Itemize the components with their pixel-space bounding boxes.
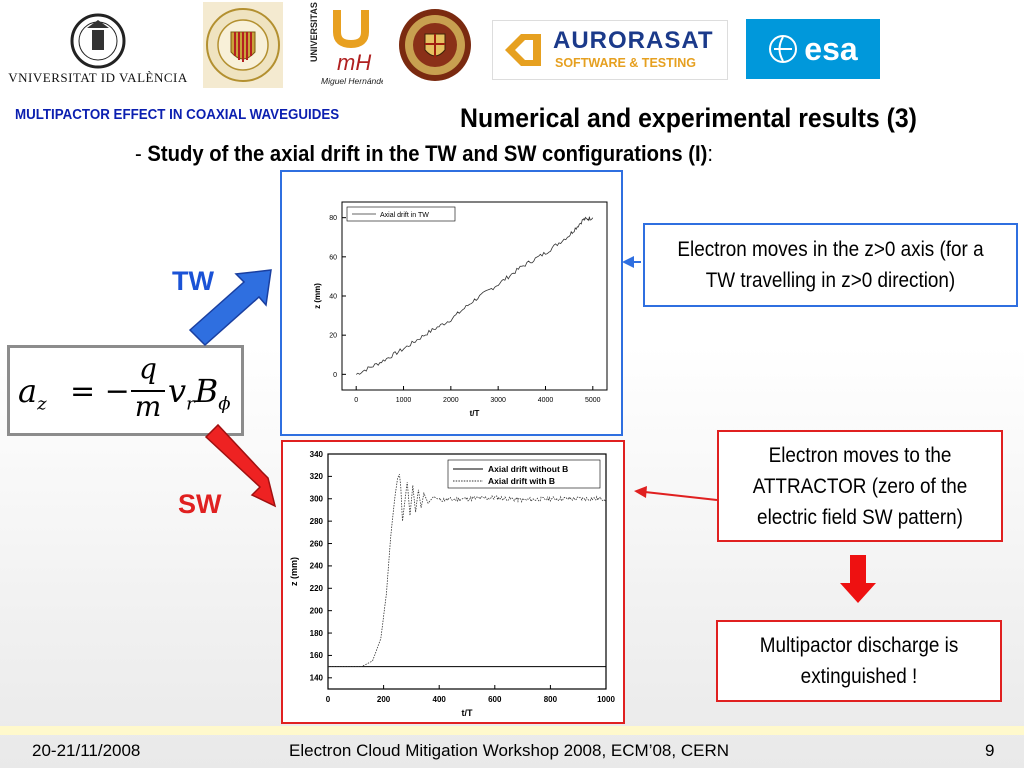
eq-fraction-bar	[131, 390, 165, 392]
x-tick-label: 3000	[490, 397, 506, 404]
y-tick-label: 200	[310, 606, 324, 615]
subtitle-dash: -	[135, 141, 148, 166]
logo-aurorasat: AURORASAT SOFTWARE & TESTING	[492, 20, 728, 80]
eq-rhs: vrBϕ	[168, 372, 231, 415]
x-tick-label: 1000	[597, 695, 615, 704]
tw-label: TW	[172, 266, 214, 296]
x-tick-label: 600	[488, 695, 502, 704]
y-tick-label: 160	[310, 651, 324, 660]
footer-event: Electron Cloud Mitigation Workshop 2008,…	[289, 741, 729, 760]
eq-lhs: az	[18, 372, 47, 415]
section-title: MULTIPACTOR EFFECT IN COAXIAL WAVEGUIDES	[15, 107, 340, 123]
umh-logo-icon: UNIVERSITAS mH Miguel Hernández	[309, 2, 383, 86]
seal-icon	[399, 9, 471, 81]
x-tick-label: 4000	[538, 397, 554, 404]
uv-seal-icon	[70, 13, 126, 69]
esa-name: esa	[804, 30, 858, 67]
x-tick-label: 0	[326, 695, 331, 704]
aurorasat-name: AURORASAT	[553, 27, 714, 54]
y-tick-label: 40	[329, 293, 337, 300]
svg-text:UNIVERSITAS: UNIVERSITAS	[309, 2, 319, 62]
y-tick-label: 240	[310, 562, 324, 571]
y-tick-label: 280	[310, 517, 324, 526]
sw-chart-frame: 0 200 400 600 800 1000 140 160 180 200 220 240 260 28…	[281, 440, 625, 724]
upv-seal-icon	[206, 8, 280, 82]
y-tick-label: 0	[333, 372, 337, 379]
y-tick-label: 20	[329, 333, 337, 340]
y-tick-label: 340	[310, 450, 324, 459]
series-line-axial-drift-tw	[355, 216, 594, 375]
y-axis-label: z (mm)	[289, 557, 299, 586]
subtitle-colon: :	[707, 141, 713, 166]
sw-label: SW	[178, 489, 222, 519]
sw-arrow-icon	[204, 423, 277, 508]
y-tick-label: 220	[310, 584, 324, 593]
svg-text:mH: mH	[337, 50, 371, 75]
tw-callout: Electron moves in the z>0 axis (for a TW…	[643, 223, 1018, 307]
sw-callout: Electron moves to the ATTRACTOR (zero of…	[717, 430, 1003, 542]
logo-universitat-valencia: VNIVERSITAT ID VALÈNCIA	[8, 8, 188, 90]
y-tick-label: 80	[329, 215, 337, 222]
x-tick-label: 0	[354, 397, 358, 404]
svg-text:Miguel Hernández: Miguel Hernández	[321, 76, 383, 86]
uv-name: VNIVERSITAT ID VALÈNCIA	[8, 70, 188, 85]
y-tick-label: 180	[310, 629, 324, 638]
footer-bar	[0, 726, 1024, 735]
y-tick-label: 140	[310, 674, 324, 683]
slide-title: Numerical and experimental results (3)	[460, 103, 917, 133]
y-tick-label: 60	[329, 254, 337, 261]
down-arrow-icon	[840, 555, 876, 603]
logo-umh: UNIVERSITAS mH Miguel Hernández	[307, 2, 383, 88]
aurorasat-tagline: SOFTWARE & TESTING	[555, 56, 696, 70]
aurorasat-mark-icon	[505, 34, 541, 66]
x-tick-label: 200	[377, 695, 391, 704]
eq-numerator: q	[139, 352, 157, 385]
result-callout: Multipactor discharge is extinguished !	[716, 620, 1002, 702]
x-axis-label: t/T	[462, 708, 473, 718]
legend-box	[346, 206, 456, 222]
x-tick-label: 1000	[396, 397, 412, 404]
legend-label: Axial drift in TW	[380, 212, 429, 219]
page-number: 9	[985, 741, 995, 760]
series-line-with-b	[328, 473, 607, 667]
sw-callout-pointer-icon	[634, 486, 718, 501]
tw-arrow-icon	[188, 269, 272, 347]
legend-label-with-b: Axial drift with B	[488, 476, 555, 486]
x-tick-label: 2000	[443, 397, 459, 404]
eq-denominator: m	[134, 390, 162, 423]
x-tick-label: 800	[544, 695, 558, 704]
y-tick-label: 320	[310, 472, 324, 481]
logo-upv	[203, 2, 283, 88]
logo-esa: esa	[746, 19, 880, 79]
eq-equals: = −	[70, 374, 130, 409]
y-tick-label: 300	[310, 495, 324, 504]
y-axis-label: z (mm)	[313, 283, 322, 309]
logo-university-seal	[398, 8, 472, 82]
tw-callout-pointer-icon	[622, 256, 641, 268]
legend-label-without-b: Axial drift without B	[488, 464, 568, 474]
tw-chart-frame: 0 1000 2000 3000 4000 5000 0 20 40 60 80 t/T z (mm) A…	[280, 170, 623, 436]
x-tick-label: 400	[433, 695, 447, 704]
esa-globe-icon	[769, 35, 798, 63]
sw-chart: 0 200 400 600 800 1000 140 160 180 200 220 240 260 28…	[289, 450, 615, 718]
footer-date: 20-21/11/2008	[32, 741, 141, 760]
plot-frame	[327, 453, 607, 690]
x-tick-label: 5000	[585, 397, 601, 404]
subtitle-bold: Study of the axial drift in the TW and S…	[147, 141, 708, 166]
slide-subtitle: - Study of the axial drift in the TW and…	[135, 141, 713, 167]
x-axis-label: t/T	[470, 409, 480, 418]
equation-box: az = − q m vrBϕ	[7, 345, 244, 436]
legend-box	[447, 459, 601, 489]
y-tick-label: 260	[310, 539, 324, 548]
tw-chart: 0 1000 2000 3000 4000 5000 0 20 40 60 80 t/T z (mm) A…	[313, 201, 608, 418]
